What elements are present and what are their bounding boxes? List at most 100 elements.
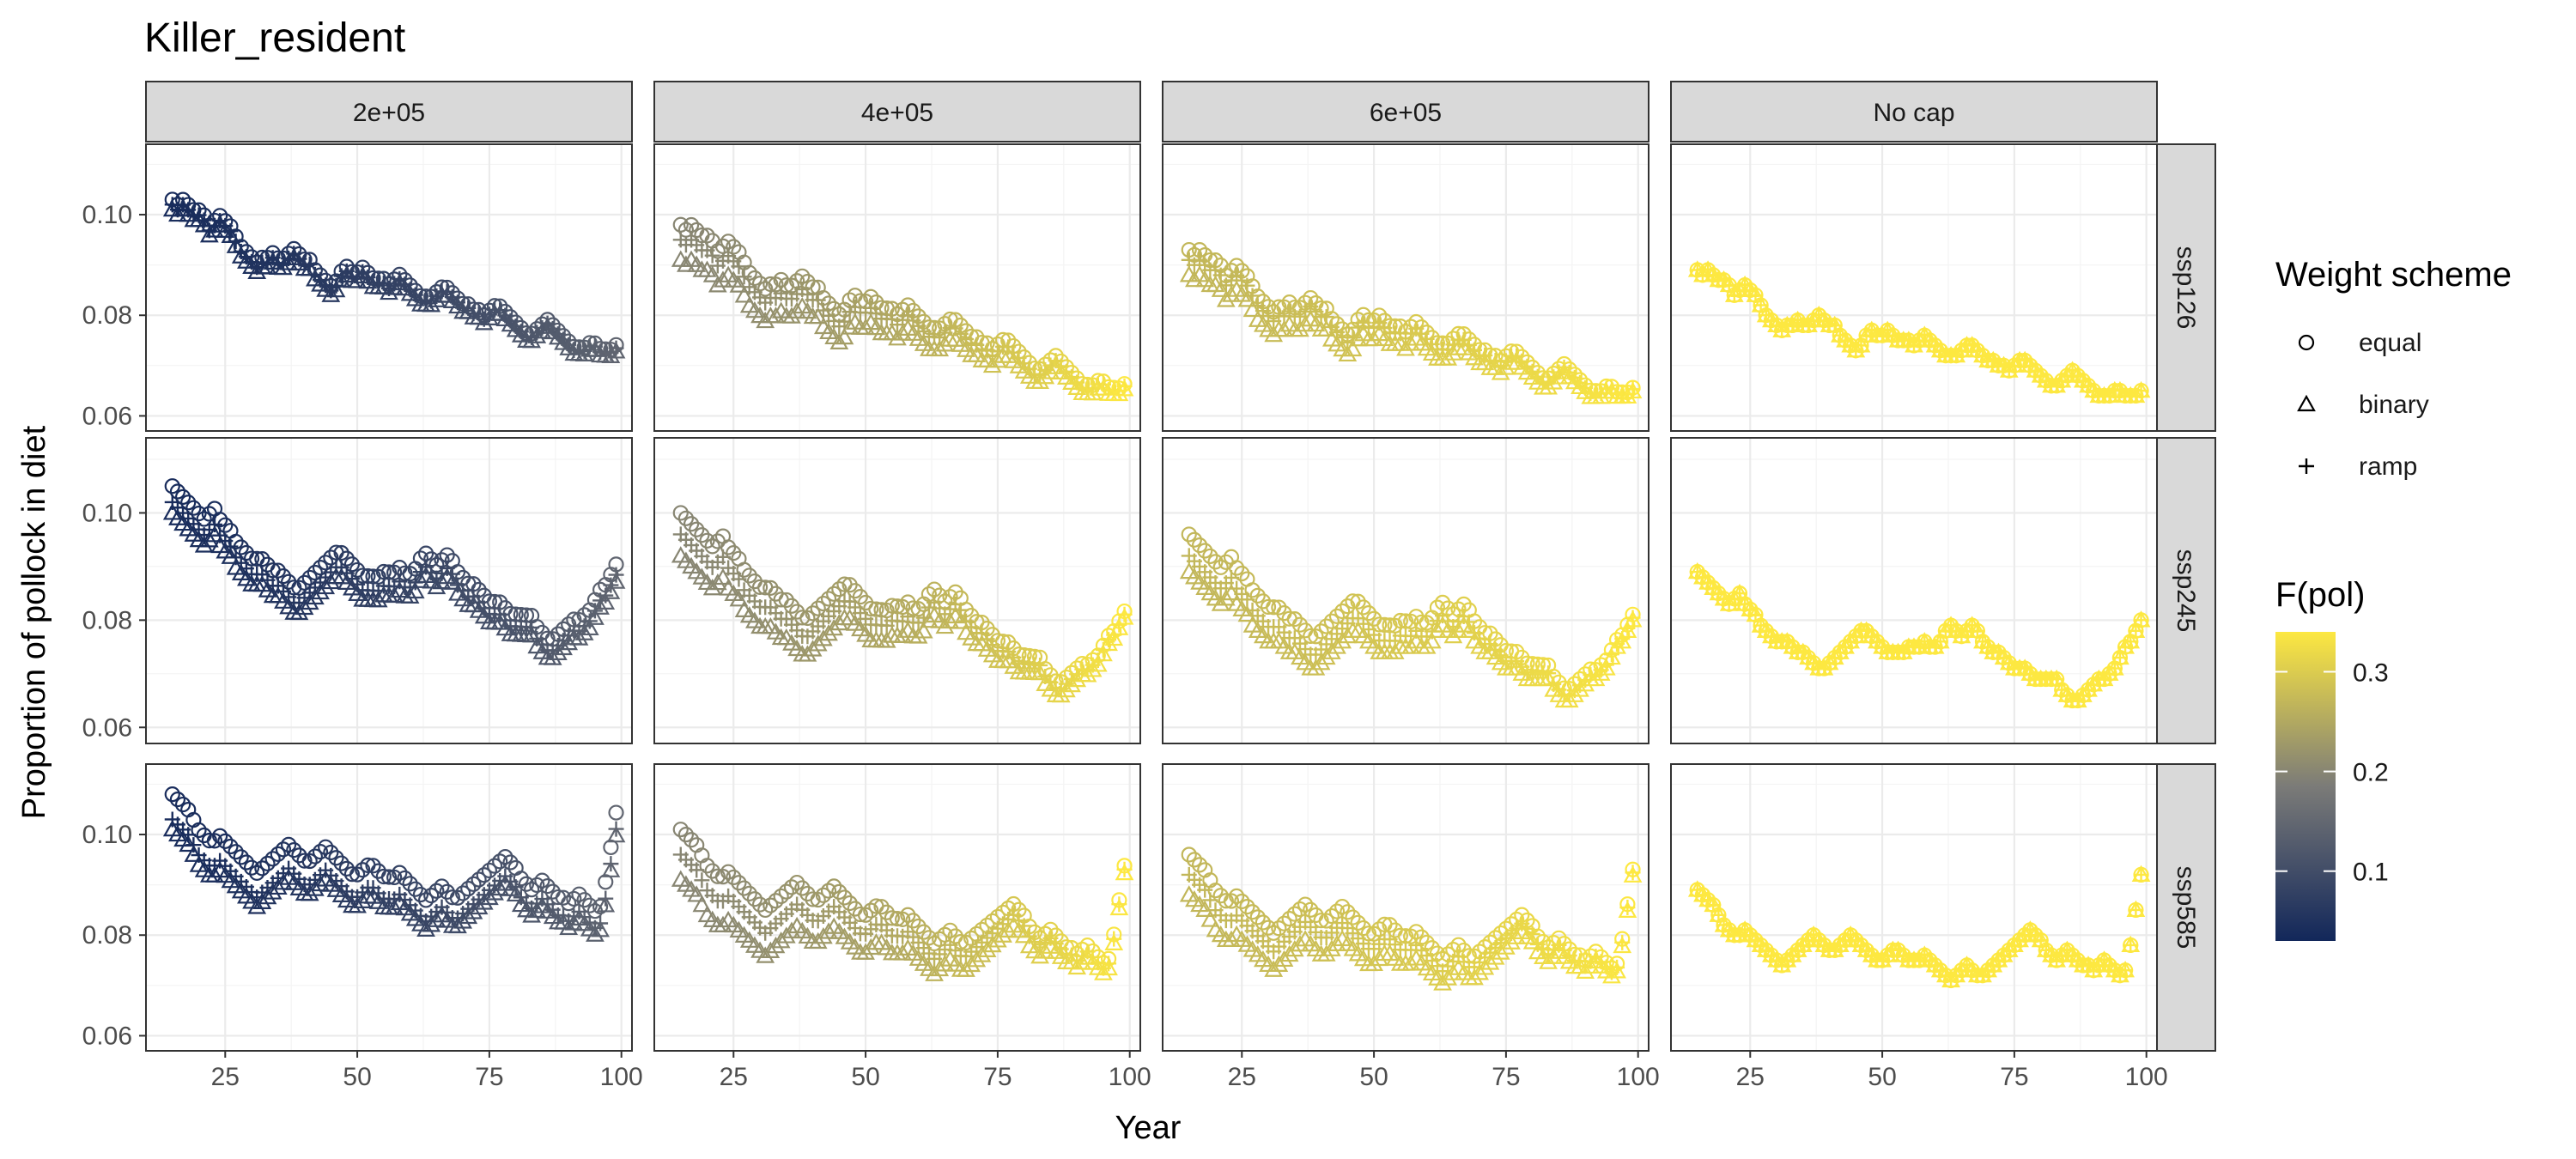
facet-panel <box>653 143 1141 432</box>
data-point-equal <box>1313 623 1329 640</box>
data-point-equal <box>1795 937 1811 954</box>
data-point-equal <box>910 918 927 935</box>
data-point-equal <box>751 276 769 292</box>
data-point-equal <box>1758 307 1774 324</box>
data-point-equal <box>1111 892 1127 908</box>
data-point-equal <box>937 926 953 943</box>
data-point-equal <box>1774 957 1790 974</box>
color-legend-title: F(pol) <box>2275 576 2365 614</box>
y-tick-label: 0.10 <box>82 821 132 849</box>
data-point-equal <box>1074 656 1091 672</box>
data-point-equal <box>683 216 700 234</box>
data-point-equal <box>524 882 540 898</box>
data-point-binary <box>1327 934 1346 951</box>
data-point-equal <box>270 250 286 266</box>
data-point-equal <box>1244 582 1261 598</box>
data-point-equal <box>2043 671 2060 688</box>
data-point-equal <box>820 883 837 899</box>
data-point-equal <box>375 868 392 885</box>
data-point-equal <box>731 875 747 891</box>
data-point-equal <box>910 308 927 325</box>
data-point-binary <box>734 286 754 303</box>
data-point-equal <box>486 858 503 874</box>
data-point-equal <box>476 867 492 883</box>
data-point-equal <box>1461 948 1477 964</box>
data-point-equal <box>826 878 842 895</box>
data-point-equal <box>1487 930 1504 946</box>
data-point-equal <box>1371 921 1388 938</box>
data-point-equal <box>386 564 403 581</box>
data-point-equal <box>465 876 482 892</box>
data-point-equal <box>1753 617 1769 634</box>
data-point-equal <box>1397 928 1414 944</box>
x-tick-label: 75 <box>1492 1063 1520 1091</box>
data-point-binary <box>930 339 950 357</box>
data-point-equal <box>196 511 212 527</box>
data-point-equal <box>328 850 344 866</box>
data-point-equal <box>1843 634 1859 650</box>
data-point-equal <box>191 822 207 839</box>
data-point-equal <box>1186 246 1203 264</box>
data-point-equal <box>1403 319 1419 335</box>
data-point-equal <box>1689 882 1705 898</box>
column-strip-label: 6e+05 <box>1370 99 1442 127</box>
data-point-equal <box>1588 383 1604 399</box>
data-point-binary <box>1401 954 1421 971</box>
data-point-equal <box>1308 628 1324 645</box>
x-tick-label: 50 <box>1868 1063 1896 1091</box>
data-point-equal <box>2075 687 2091 703</box>
data-point-equal <box>831 306 848 323</box>
data-point-binary <box>199 531 219 548</box>
data-point-equal <box>1239 898 1255 915</box>
data-point-equal <box>1234 565 1250 582</box>
data-point-equal <box>1392 319 1408 335</box>
facet-panel <box>1670 437 2158 744</box>
data-point-equal <box>1382 917 1398 933</box>
data-point-equal <box>1598 955 1614 971</box>
data-point-binary <box>1072 953 1092 970</box>
data-point-equal <box>576 339 592 355</box>
data-point-binary <box>300 592 319 610</box>
data-point-binary <box>1497 938 1516 955</box>
data-point-equal <box>2111 968 2129 984</box>
data-point-equal <box>1365 312 1382 329</box>
data-point-equal <box>1234 263 1250 279</box>
data-point-equal <box>191 506 207 522</box>
data-point-equal <box>1249 288 1266 305</box>
data-point-binary <box>829 332 849 349</box>
data-point-equal <box>1837 332 1854 349</box>
x-axis-title: Year <box>1115 1110 1182 1146</box>
data-point-equal <box>2022 922 2038 938</box>
data-point-equal <box>1360 925 1377 942</box>
data-point-equal <box>863 600 879 617</box>
data-point-equal <box>1345 909 1361 925</box>
data-point-equal <box>1524 656 1540 672</box>
data-point-binary <box>1438 349 1458 366</box>
data-point-equal <box>1074 376 1091 392</box>
data-point-equal <box>386 869 403 886</box>
data-point-equal <box>1207 252 1224 269</box>
data-point-equal <box>1408 924 1425 940</box>
data-point-equal <box>598 874 614 890</box>
data-point-equal <box>402 566 418 582</box>
data-point-binary <box>893 324 913 341</box>
data-point-binary <box>888 329 907 346</box>
data-point-equal <box>689 521 705 537</box>
data-point-equal <box>1181 241 1197 258</box>
data-point-equal <box>1789 942 1806 958</box>
data-point-equal <box>1593 657 1609 673</box>
data-point-equal <box>1186 531 1203 548</box>
data-point-equal <box>1058 359 1074 375</box>
data-point-binary <box>972 945 992 962</box>
legend-label-binary: binary <box>2359 391 2429 419</box>
data-point-equal <box>884 598 900 614</box>
data-point-equal <box>1890 942 1906 958</box>
data-point-binary <box>782 306 801 324</box>
data-point-equal <box>826 300 842 317</box>
data-point-equal <box>794 268 811 284</box>
data-point-equal <box>1619 896 1636 913</box>
data-point-binary <box>729 276 749 293</box>
data-point-equal <box>1223 263 1240 279</box>
data-point-equal <box>1571 671 1589 688</box>
data-point-binary <box>702 579 722 596</box>
